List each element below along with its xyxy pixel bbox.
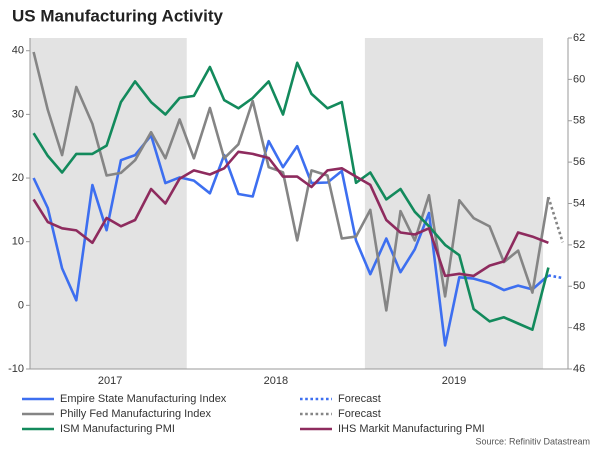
y2-tick-label: 52 bbox=[573, 239, 585, 251]
legend-label: ISM Manufacturing PMI bbox=[60, 423, 175, 435]
x-tick-label: 2017 bbox=[98, 375, 122, 387]
y-tick-label: 40 bbox=[12, 45, 24, 57]
legend-label: Forecast bbox=[338, 408, 381, 420]
series-line bbox=[547, 196, 564, 243]
series-line bbox=[548, 274, 563, 280]
series-line bbox=[32, 51, 550, 312]
y2-tick-label: 56 bbox=[573, 156, 585, 168]
chart-title: US Manufacturing Activity bbox=[12, 6, 223, 25]
y2-tick-label: 48 bbox=[573, 322, 585, 334]
series-line bbox=[32, 150, 549, 278]
legend-label: IHS Markit Manufacturing PMI bbox=[338, 423, 485, 435]
legend-label: Empire State Manufacturing Index bbox=[60, 393, 227, 405]
x-tick-label: 2019 bbox=[442, 375, 466, 387]
y-tick-label: 10 bbox=[12, 236, 24, 248]
shaded-band bbox=[364, 38, 544, 369]
y2-tick-label: 58 bbox=[573, 115, 585, 127]
y-tick-label: 30 bbox=[12, 108, 24, 120]
series-line bbox=[32, 61, 550, 331]
y-tick-label: 0 bbox=[18, 299, 24, 311]
x-tick-label: 2018 bbox=[264, 375, 288, 387]
y-tick-label: -10 bbox=[8, 363, 24, 375]
y-tick-label: 20 bbox=[12, 172, 24, 184]
series-line bbox=[32, 134, 550, 347]
source-note: Source: Refinitiv Datastream bbox=[475, 436, 590, 446]
shaded-band bbox=[30, 38, 187, 369]
y2-tick-label: 46 bbox=[573, 363, 585, 375]
y2-tick-label: 60 bbox=[573, 73, 585, 85]
y2-tick-label: 62 bbox=[573, 32, 585, 44]
legend-label: Forecast bbox=[338, 393, 381, 405]
legend-label: Philly Fed Manufacturing Index bbox=[60, 408, 212, 420]
y2-tick-label: 54 bbox=[573, 197, 585, 209]
y2-tick-label: 50 bbox=[573, 280, 585, 292]
